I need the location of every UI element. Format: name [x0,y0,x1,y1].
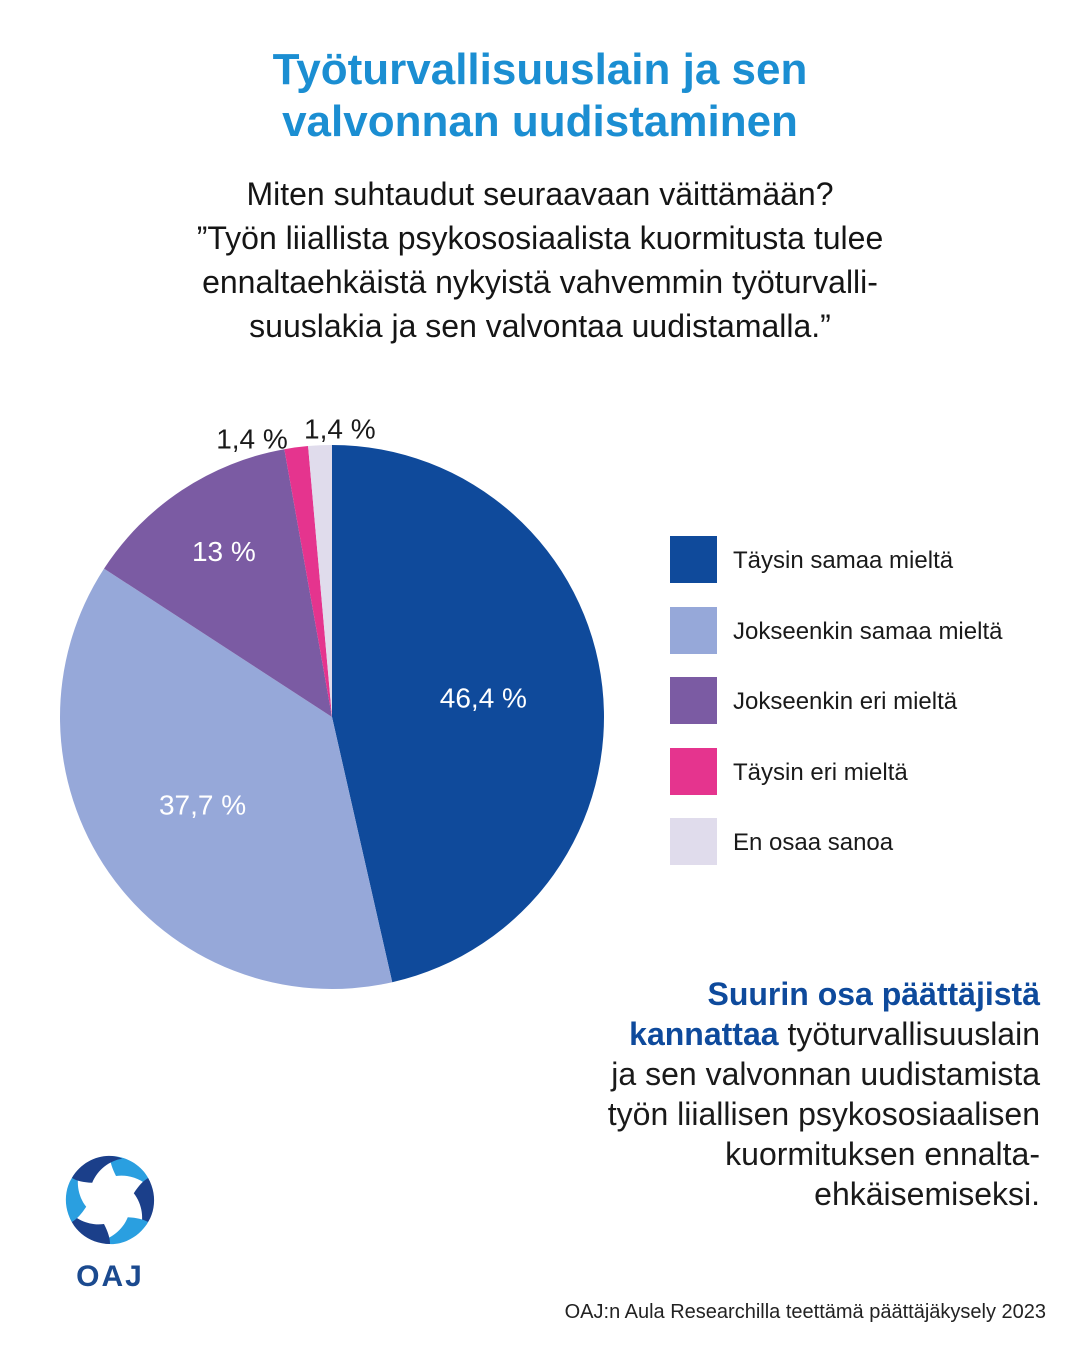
slice-value-label: 46,4 % [440,682,527,713]
slice-en-osaa-sanoa [308,445,332,717]
legend-label: En osaa sanoa [733,829,894,856]
logo-swirl-segment [97,1217,149,1245]
question-line-2: ”Työn liiallista psykososiaalista kuormi… [196,220,884,256]
source-note: OAJ:n Aula Researchilla teettämä päättäj… [564,1301,1046,1323]
legend-label: Täysin eri mieltä [733,758,908,786]
legend-item-taysin-eri: Täysin eri mieltä [670,747,1070,795]
legend-swatch [670,606,717,654]
oaj-logo: OAJ [60,1150,160,1300]
slice-value-label: 37,7 % [159,790,246,821]
question-line-1: Miten suhtaudut seuraavaan väittämään? [246,176,834,212]
callout-line-2: kannattaa työturvallisuuslain [520,1014,1040,1054]
legend-swatch [670,747,717,795]
legend-label: Jokseenkin eri mieltä [733,688,958,715]
title-line-2: valvonnan uudistaminen [282,97,798,146]
callout-rest-first: työturvallisuuslain [778,1016,1040,1052]
legend-item-jokseenkin-eri: Jokseenkin eri mieltä [670,677,1070,724]
legend-swatch [670,677,717,724]
callout-line-3: ja sen valvonnan uudistamista [611,1056,1040,1092]
survey-question: Miten suhtaudut seuraavaan väittämään? ”… [0,172,1080,348]
slice-value-label: 1,4 % [304,413,376,444]
callout-line-6: ehkäisemiseksi. [814,1176,1040,1212]
slice-jokseenkin-eri [104,449,332,717]
slice-taysin-eri [284,446,332,717]
legend-item-en-osaa-sanoa: En osaa sanoa [670,818,1070,865]
legend-item-taysin-samaa: Täysin samaa mieltä [670,536,1070,583]
legend-swatch [670,818,717,865]
callout-line-4: työn liiallisen psykososiaalisen [607,1096,1040,1132]
legend-label: Täysin samaa mieltä [733,547,954,574]
question-line-4: suuslakia ja sen valvontaa uudistamalla.… [249,308,831,344]
legend-item-jokseenkin-samaa: Jokseenkin samaa mieltä [670,606,1070,654]
logo-text: OAJ [76,1260,144,1293]
chart-legend: Täysin samaa mieltä Jokseenkin samaa mie… [670,536,1070,889]
logo-swirl-segment [68,1210,110,1244]
slice-jokseenkin-samaa [59,568,393,990]
pie-chart: 46,4 % 37,7 % 13 % 1,4 % 1,4 % [59,413,605,990]
legend-swatch [670,536,717,583]
legend-label: Jokseenkin samaa mieltä [733,617,1003,645]
slice-taysin-samaa [332,445,605,983]
conclusion-callout: Suurin osa päättäjistä kannattaa työturv… [520,974,1040,1214]
callout-line-5: kuormituksen ennalta- [725,1136,1040,1172]
slice-value-label: 1,4 % [216,423,288,454]
logo-swirl-segment [65,1168,87,1222]
question-line-3: ennaltaehkäistä nykyistä vahvemmin työtu… [202,264,878,300]
chart-title: Työturvallisuuslain ja sen valvonnan uud… [0,44,1080,148]
callout-highlight-line-2: kannattaa [629,1016,779,1052]
logo-mark-icon [65,1155,155,1245]
title-line-1: Työturvallisuuslain ja sen [272,45,808,94]
logo-swirl-segment [133,1178,155,1232]
logo-swirl-segment [110,1156,152,1190]
callout-highlight-line-1: Suurin osa päättäjistä [707,976,1040,1012]
slice-value-label: 13 % [192,536,256,567]
logo-swirl-segment [71,1155,123,1183]
